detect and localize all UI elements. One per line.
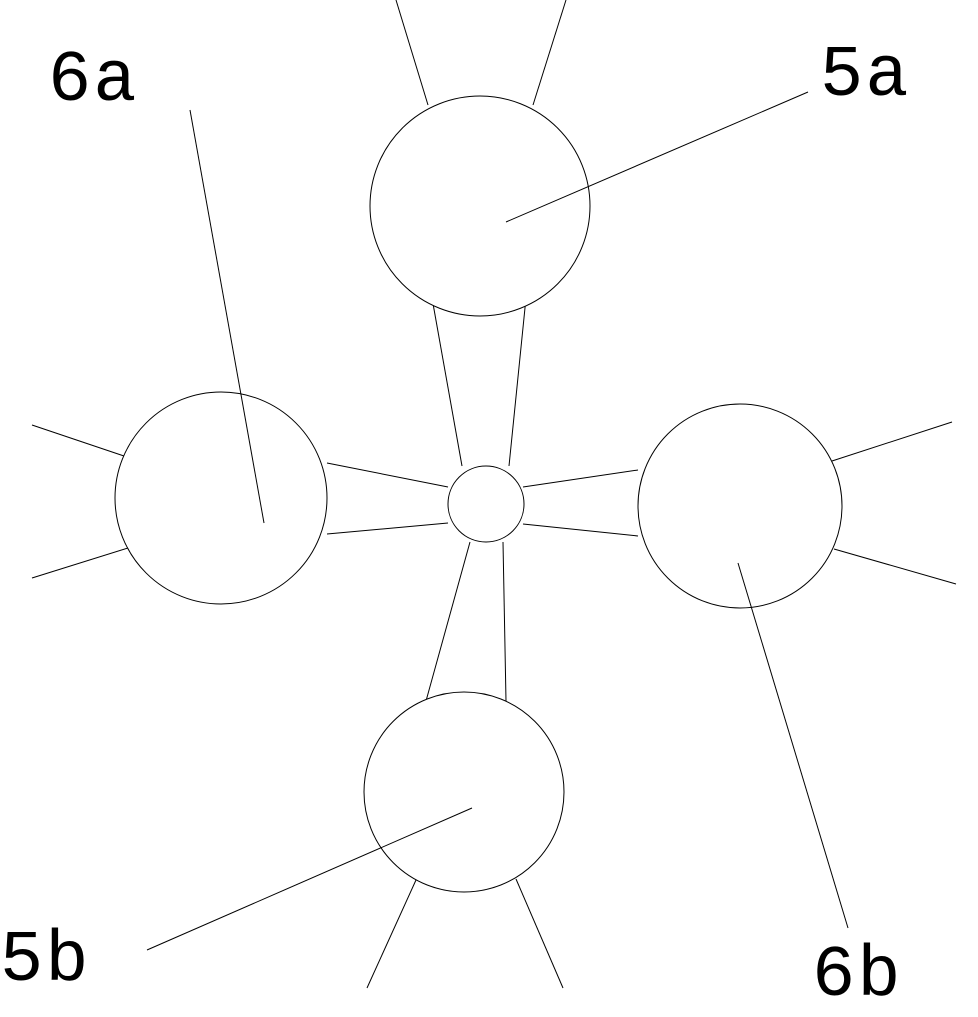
label-6b: 6b	[812, 935, 902, 1017]
structural-diagram	[0, 0, 978, 1000]
label-6a: 6a	[48, 40, 138, 122]
label-5b: 5b	[0, 920, 90, 1002]
label-5a: 5a	[820, 35, 910, 117]
